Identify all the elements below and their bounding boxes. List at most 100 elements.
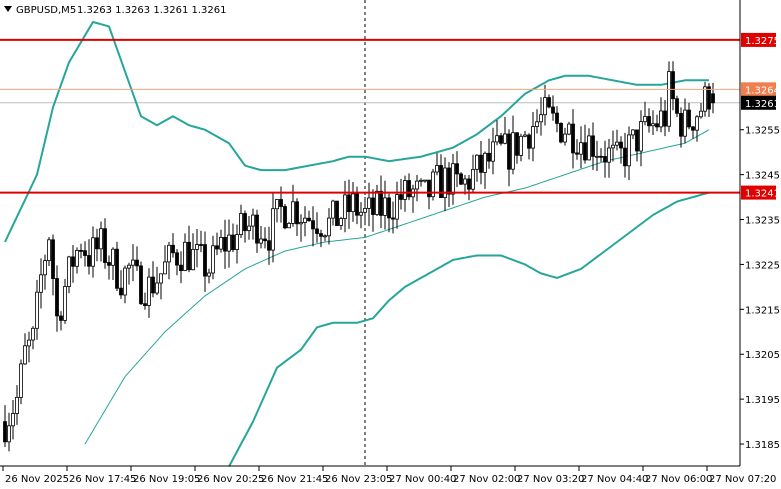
candle [307,210,311,222]
collapse-arrow-icon[interactable] [4,6,12,12]
candle [623,132,627,178]
candle [527,133,531,160]
candle [491,127,495,175]
candle [247,216,251,240]
candle [535,109,539,134]
candle [263,227,267,249]
candle [499,132,503,146]
candle [603,140,607,178]
candle [35,279,39,340]
candle [243,210,247,243]
candle [335,200,339,227]
candle [339,216,343,230]
candle [703,81,707,117]
candle [651,110,655,135]
candle [423,179,427,183]
candle [7,412,11,452]
candle [639,110,643,167]
candle [315,212,319,243]
candle [271,192,275,263]
candle [699,103,703,119]
svg-text:1.3275: 1.3275 [745,36,780,47]
y-tick-label: 1.3225 [745,260,780,271]
candle [187,225,191,273]
candle [435,153,439,176]
candle [615,129,619,151]
candle [543,84,547,126]
candle [163,245,167,275]
candle [351,182,355,222]
candle [79,243,83,259]
candle [619,136,623,164]
candle [311,206,315,247]
candle [115,241,119,291]
candle [447,162,451,207]
candle [131,244,135,282]
candle [47,237,51,266]
candle [487,138,491,169]
candle [139,261,143,305]
candle [519,133,523,162]
candle [95,228,99,262]
candle [451,153,455,205]
candle [675,95,679,118]
candle [647,108,651,133]
chart-header: GBPUSD,M5 1.3263 1.3263 1.3261 1.3261 [4,5,227,16]
y-tick-label: 1.3195 [745,395,780,406]
y-tick-label: 1.3205 [745,350,780,361]
candle [367,182,371,227]
candle [327,208,331,245]
candle [599,148,603,162]
candle [407,173,411,201]
candle [443,157,447,212]
x-tick-label: 27 Nov 06:00 [645,474,712,485]
candle [579,126,583,169]
candle [3,405,7,447]
candle [595,140,599,171]
candle [67,255,71,294]
candle [223,219,227,269]
candle [83,241,87,267]
x-tick-label: 27 Nov 03:20 [517,474,584,485]
candle [203,231,207,292]
svg-text:1.3264: 1.3264 [745,85,780,96]
candle [583,124,587,164]
y-tick-label: 1.3255 [745,126,780,137]
candle [419,178,423,187]
candle [91,226,95,278]
candle [395,181,399,229]
candle [219,229,223,253]
candle [183,233,187,272]
bollinger-lower-band [228,191,710,467]
candle [483,151,487,189]
candle [255,209,259,253]
candle [23,333,27,365]
candle [227,219,231,268]
candle [667,61,671,132]
candle [71,245,75,283]
candle [611,130,615,162]
candle [239,204,243,238]
candle [111,247,115,280]
candle [503,116,507,145]
y-tick-label: 1.3185 [745,440,780,451]
candle [459,172,463,185]
candle [523,130,527,138]
candle [567,121,571,136]
candle [439,154,443,198]
candle [283,204,287,230]
candle [591,122,595,170]
candle [31,326,35,350]
candle [159,273,163,300]
level-price-tag: 1.3275 [741,32,780,47]
candle [359,202,363,229]
candle [643,101,647,126]
x-tick-label: 26 Nov 19:05 [133,474,200,485]
candle [555,106,559,133]
candle [19,359,23,405]
candle [427,179,431,210]
bid-price-tag: 1.3264 [741,82,780,97]
candle [267,226,271,265]
